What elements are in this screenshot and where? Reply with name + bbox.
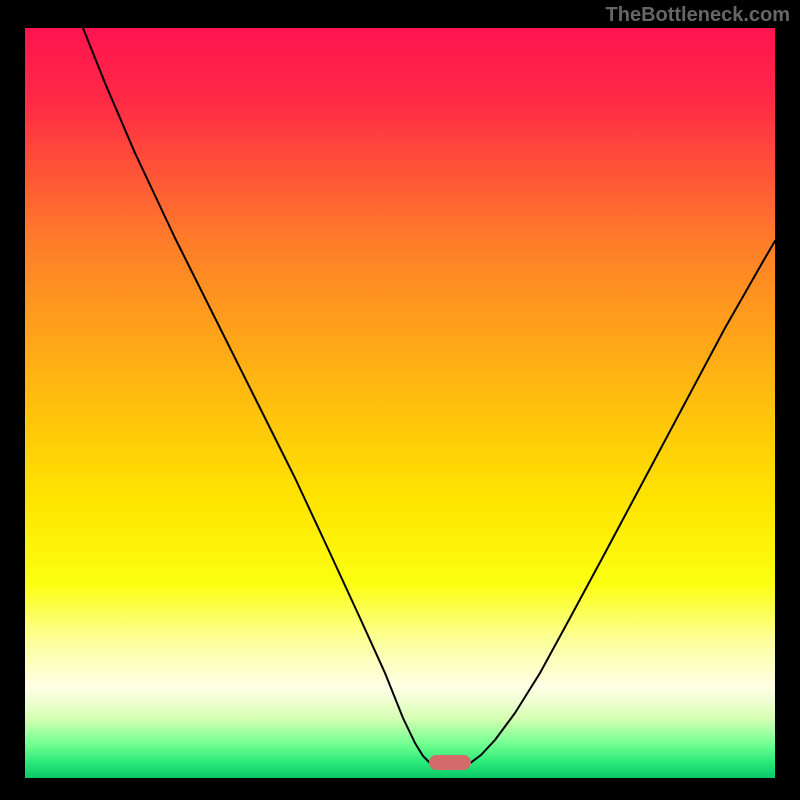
watermark-text: TheBottleneck.com	[606, 4, 790, 27]
plot-area	[25, 28, 775, 778]
optimal-marker	[429, 755, 471, 770]
chart-container: TheBottleneck.com	[0, 0, 800, 800]
bottleneck-curve	[25, 28, 775, 778]
